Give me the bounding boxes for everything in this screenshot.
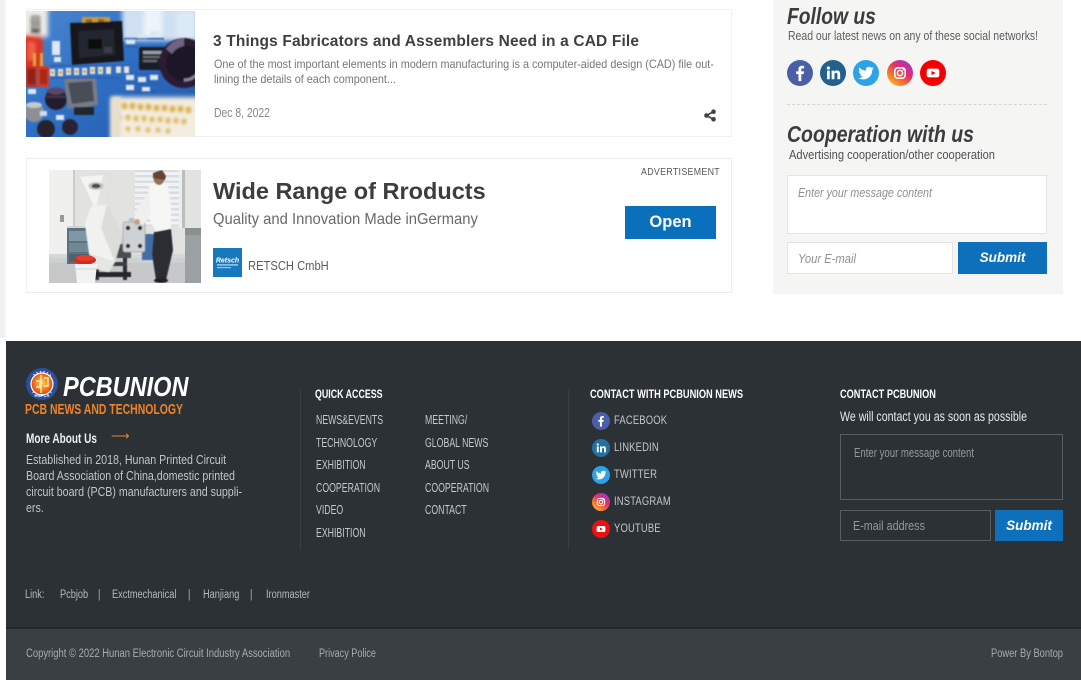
svg-text:Retsch: Retsch — [216, 258, 239, 265]
svg-text:HNPCA: HNPCA — [35, 393, 50, 398]
